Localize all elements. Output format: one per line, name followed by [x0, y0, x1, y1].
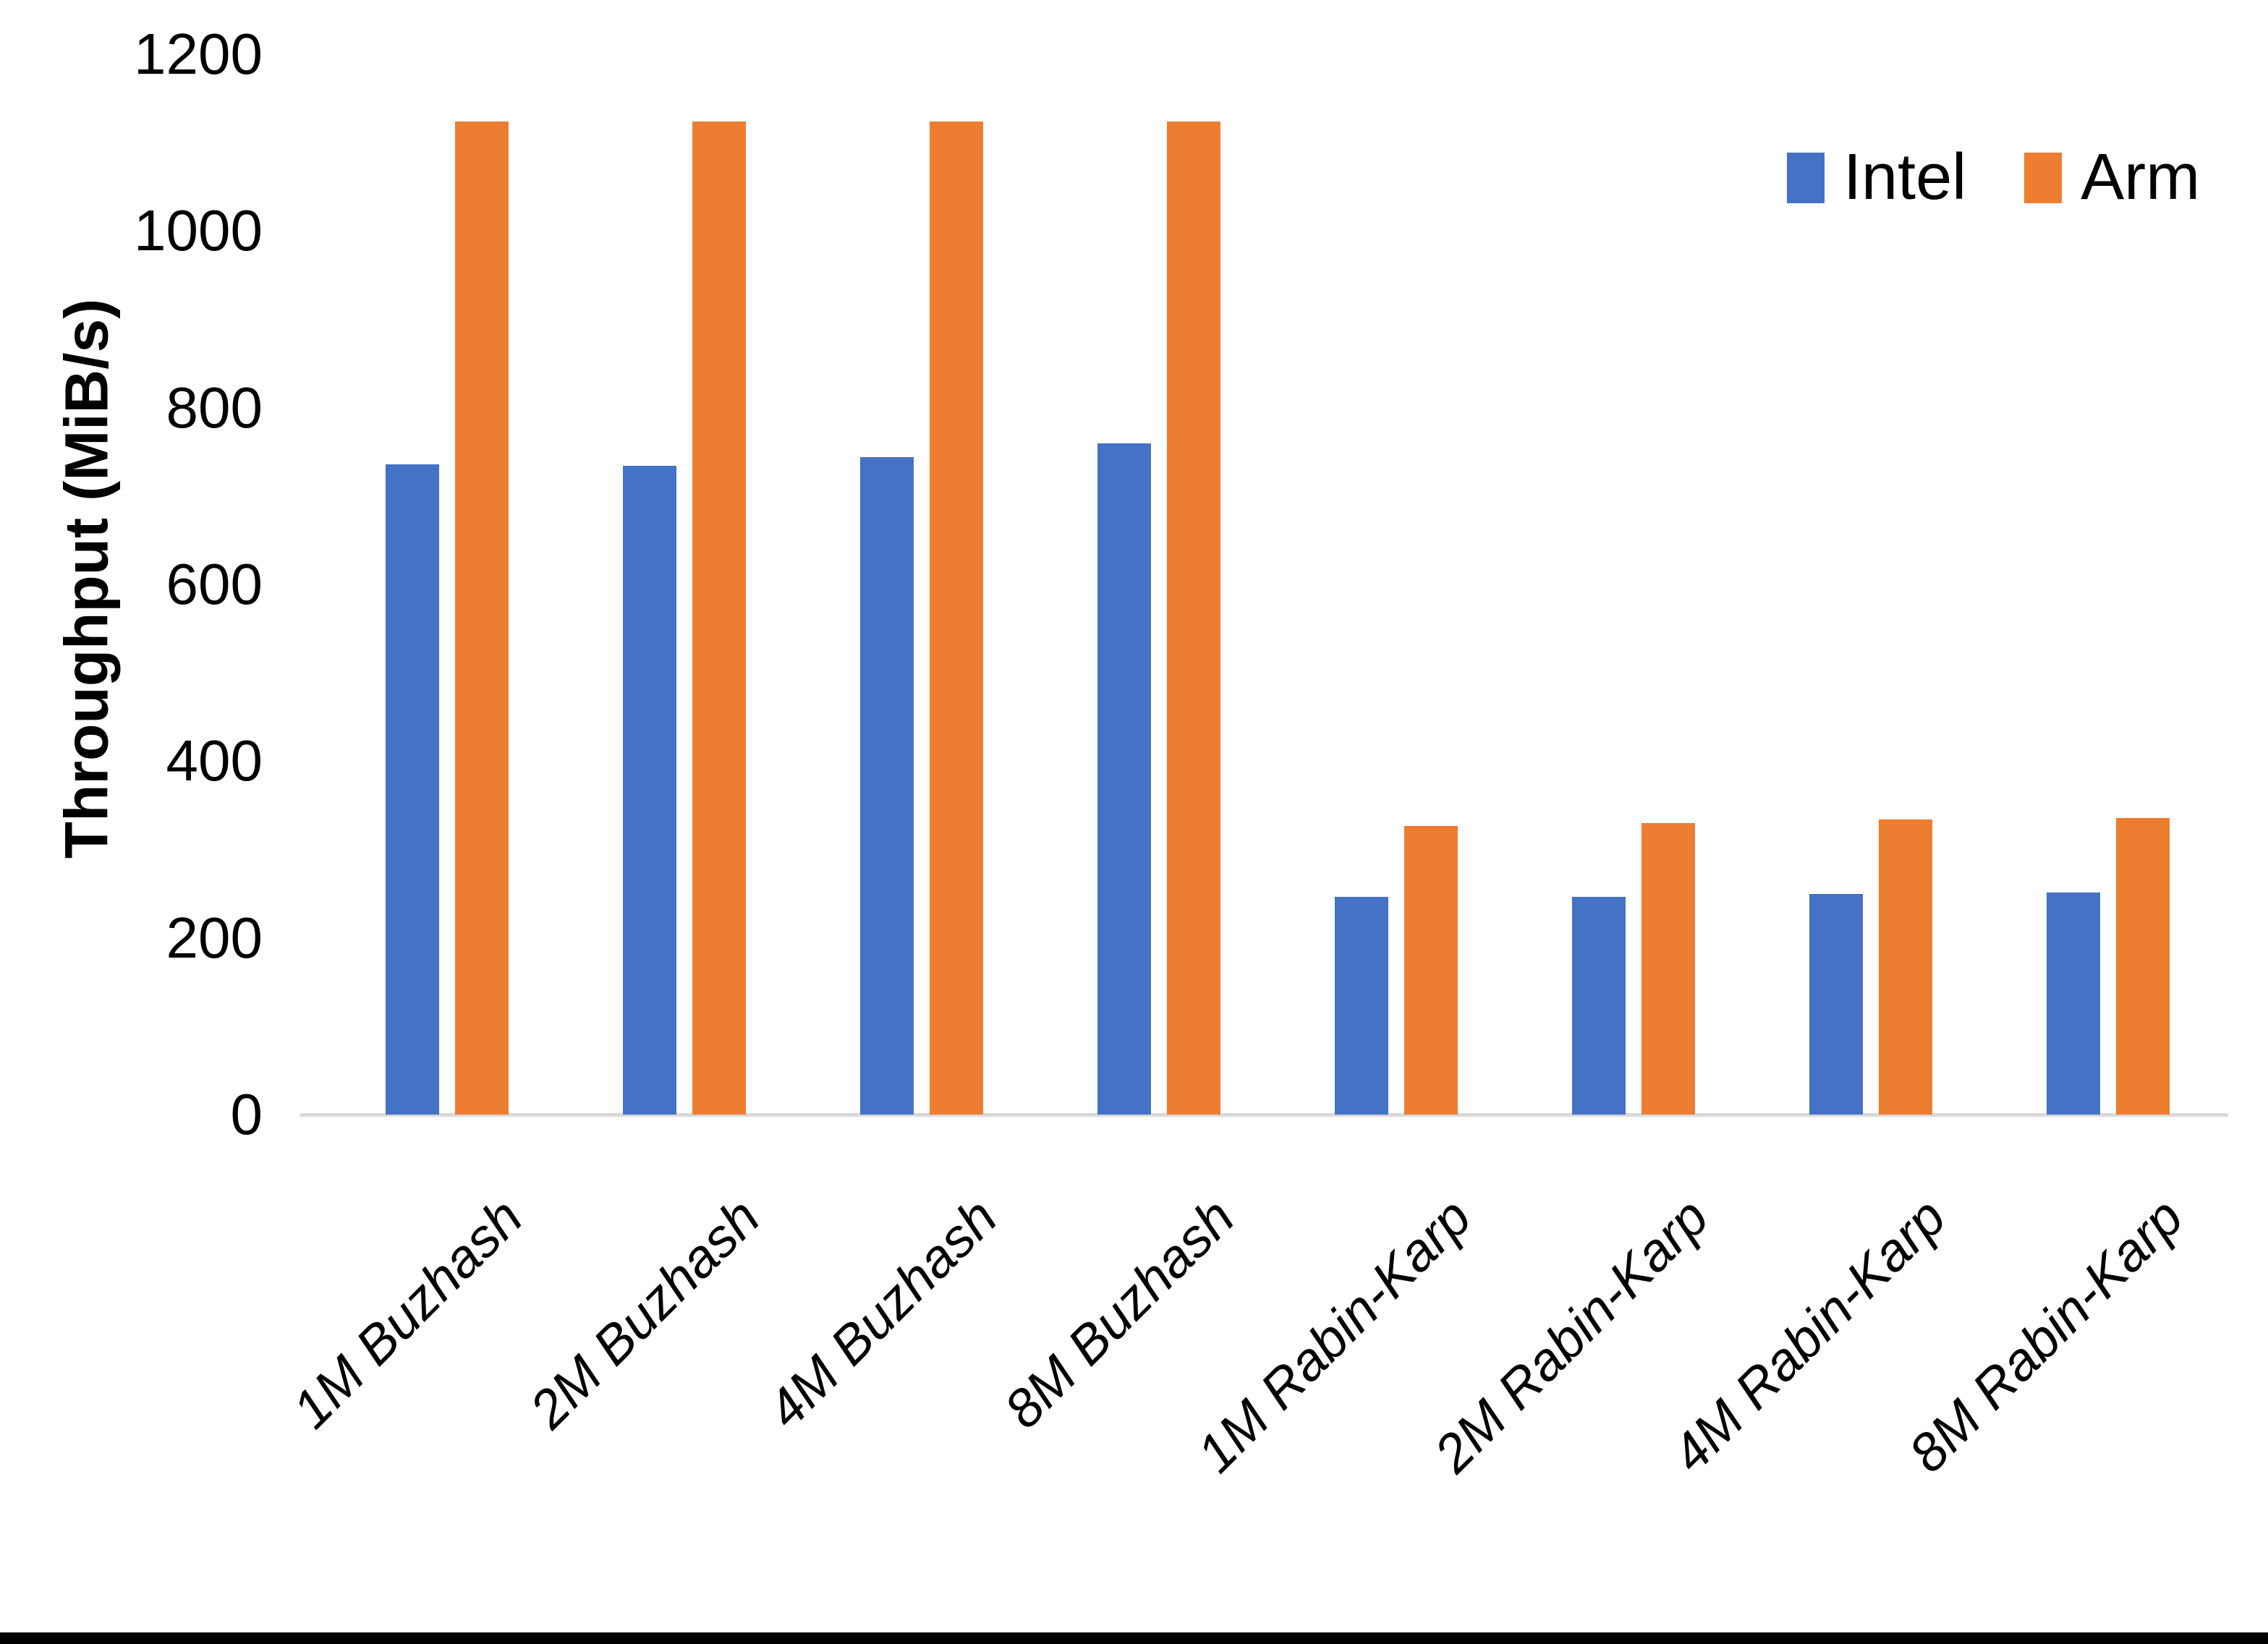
bar-arm-2m-rabin-karp — [1641, 822, 1695, 1115]
bar-intel-8m-rabin-karp — [2047, 893, 2100, 1115]
x-category-label-4m-buzhash: 4M Buzhash — [755, 1186, 1008, 1440]
bar-intel-2m-buzhash — [623, 466, 676, 1115]
y-tick-label-600: 600 — [166, 551, 263, 616]
bar-intel-1m-buzhash — [386, 464, 439, 1115]
y-tick-label-400: 400 — [166, 728, 263, 793]
screenshot-bottom-edge — [0, 1632, 2268, 1644]
bar-arm-1m-rabin-karp — [1404, 825, 1458, 1115]
legend-label-arm: Arm — [2081, 141, 2201, 213]
y-tick-label-200: 200 — [166, 905, 263, 970]
legend-swatch-intel — [1787, 152, 1825, 203]
bar-intel-4m-rabin-karp — [1809, 893, 1863, 1115]
legend-swatch-arm — [2024, 152, 2063, 203]
bar-arm-4m-buzhash — [930, 121, 983, 1115]
bar-arm-2m-buzhash — [692, 121, 746, 1115]
legend: Intel Arm — [1787, 140, 2200, 215]
bar-arm-1m-buzhash — [455, 121, 509, 1115]
y-tick-label-0: 0 — [230, 1082, 263, 1146]
bar-arm-4m-rabin-karp — [1879, 819, 1932, 1115]
bar-arm-8m-rabin-karp — [2116, 817, 2170, 1115]
x-category-label-8m-buzhash: 8M Buzhash — [992, 1186, 1246, 1440]
legend-label-intel: Intel — [1843, 141, 1967, 213]
y-tick-label-1200: 1200 — [134, 21, 263, 86]
legend-item-intel: Intel — [1787, 140, 1966, 215]
bar-intel-4m-buzhash — [860, 457, 914, 1115]
y-tick-label-800: 800 — [166, 375, 263, 440]
x-axis-line — [300, 1113, 2228, 1117]
y-tick-label-1000: 1000 — [134, 198, 263, 263]
legend-item-arm: Arm — [2024, 140, 2200, 215]
x-category-label-2m-buzhash: 2M Buzhash — [517, 1186, 771, 1440]
x-category-label-1m-buzhash: 1M Buzhash — [280, 1186, 534, 1440]
bar-intel-1m-rabin-karp — [1335, 897, 1388, 1115]
bar-intel-2m-rabin-karp — [1572, 897, 1626, 1115]
bar-intel-8m-buzhash — [1097, 443, 1151, 1115]
bar-arm-8m-buzhash — [1167, 121, 1220, 1115]
